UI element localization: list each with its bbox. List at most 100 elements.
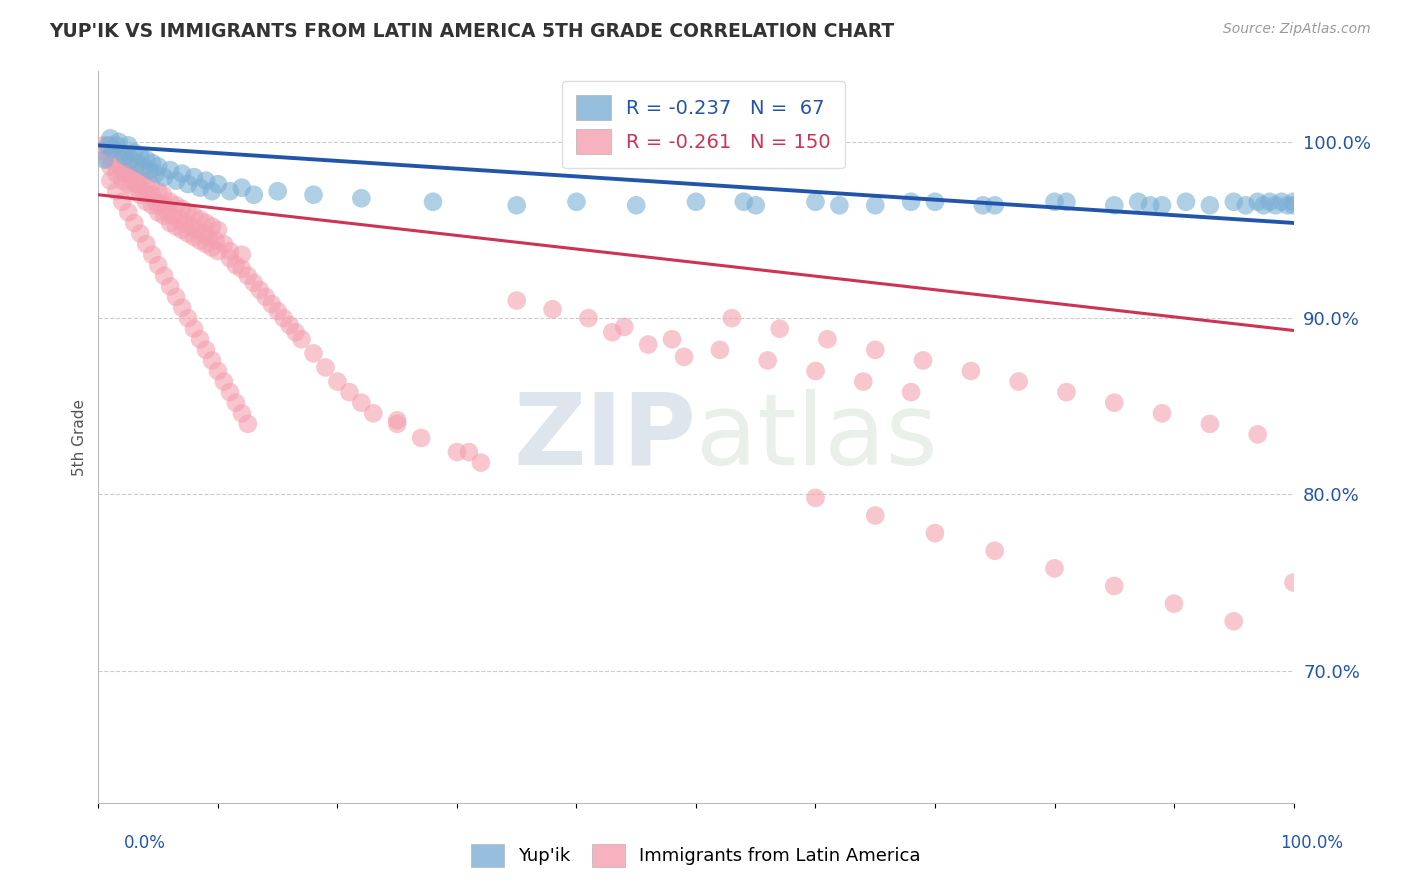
Point [195,174,218,188]
Point [219,385,242,400]
Point [828,198,851,212]
Point [1199,198,1222,212]
Point [149,198,172,212]
Point [506,293,529,308]
Point [188,332,211,346]
Point [91,138,114,153]
Point [97,153,120,167]
Point [139,177,162,191]
Point [302,187,325,202]
Point [219,244,242,259]
Point [225,395,247,409]
Point [141,247,163,261]
Point [721,311,744,326]
Point [153,268,176,283]
Point [98,174,122,188]
Point [135,153,157,167]
Point [236,268,259,283]
Point [960,364,983,378]
Point [188,234,211,248]
Point [1282,198,1305,212]
Point [768,321,790,335]
Point [105,184,128,198]
Point [108,160,131,174]
Point [506,198,529,212]
Point [104,156,127,170]
Point [117,167,139,181]
Point [1223,194,1246,209]
Point [267,184,290,198]
Point [1104,395,1126,409]
Point [709,343,731,357]
Point [148,258,170,272]
Point [183,209,205,223]
Legend: Yup'ik, Immigrants from Latin America: Yup'ik, Immigrants from Latin America [464,837,928,874]
Point [114,149,136,163]
Point [815,332,838,346]
Point [1163,597,1185,611]
Point [120,153,142,167]
Point [1247,427,1270,442]
Point [138,187,160,202]
Point [446,445,468,459]
Point [911,353,934,368]
Point [225,258,247,272]
Point [745,198,768,212]
Point [111,145,134,160]
Point [900,194,922,209]
Point [273,311,295,326]
Point [1128,194,1150,209]
Point [128,167,150,181]
Point [326,375,349,389]
Point [385,417,409,431]
Point [1258,194,1281,209]
Point [180,219,202,234]
Point [132,160,155,174]
Point [201,184,224,198]
Point [339,385,361,400]
Point [98,138,122,153]
Point [188,180,211,194]
Point [107,135,129,149]
Point [177,205,200,219]
Point [148,205,170,219]
Point [1043,194,1066,209]
Point [804,491,827,505]
Point [177,311,200,326]
Point [733,194,755,209]
Point [201,219,224,234]
Point [1152,198,1174,212]
Point [924,526,946,541]
Point [197,230,219,244]
Point [145,194,167,209]
Point [1008,375,1031,389]
Point [148,160,170,174]
Point [135,174,157,188]
Point [186,223,208,237]
Point [219,251,242,265]
Point [111,174,134,188]
Point [1104,579,1126,593]
Point [148,184,170,198]
Point [129,177,152,191]
Point [195,237,218,252]
Point [756,353,779,368]
Point [470,456,492,470]
Point [177,227,200,241]
Point [212,237,235,252]
Point [363,406,385,420]
Point [183,230,205,244]
Point [1277,198,1299,212]
Point [94,145,117,160]
Point [105,138,128,153]
Point [165,174,187,188]
Point [1056,385,1078,400]
Point [1175,194,1198,209]
Point [124,184,146,198]
Point [924,194,946,209]
Point [231,406,253,420]
Text: Source: ZipAtlas.com: Source: ZipAtlas.com [1223,22,1371,37]
Point [1271,194,1294,209]
Point [97,138,120,153]
Point [385,413,409,427]
